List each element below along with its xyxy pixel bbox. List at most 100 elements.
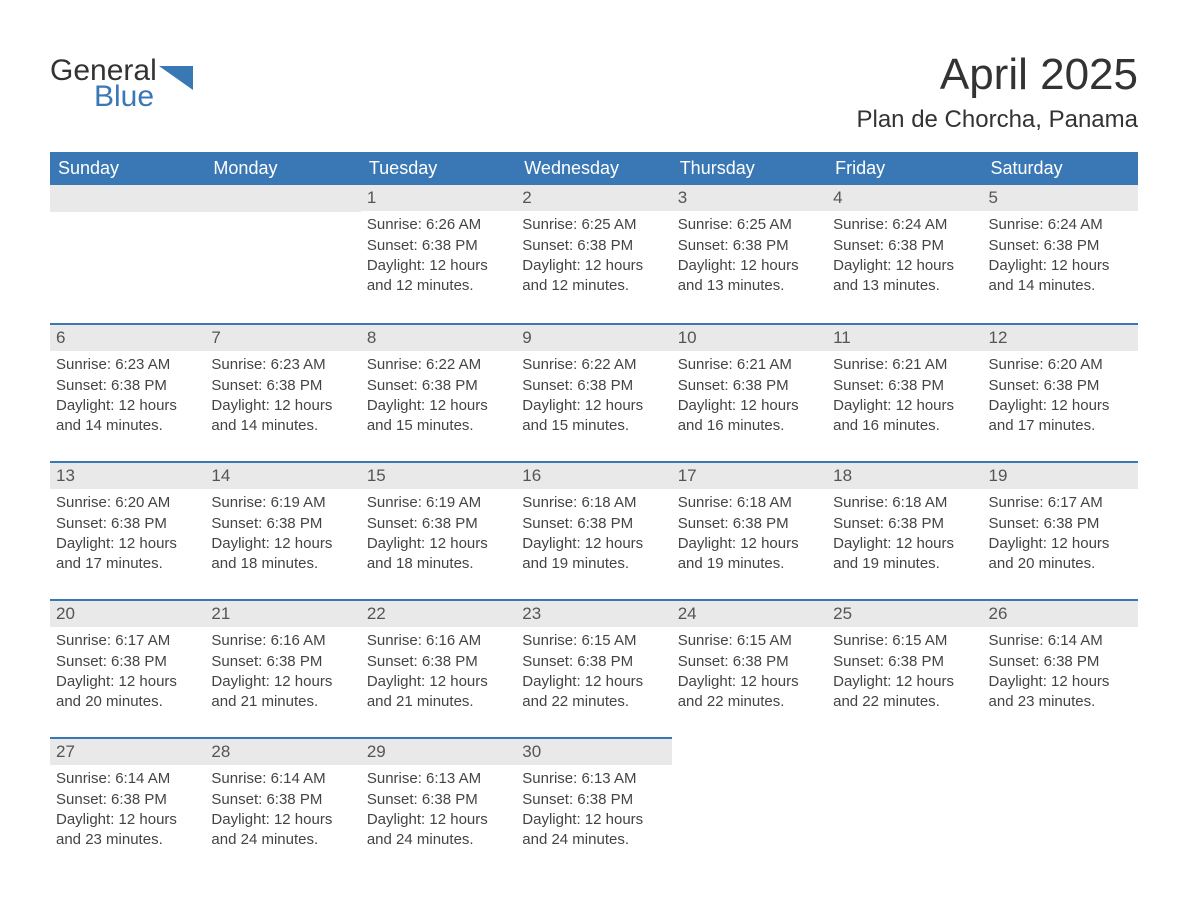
brand-text-blue: Blue (94, 82, 157, 112)
day-number (827, 737, 982, 764)
calendar-cell (50, 185, 205, 323)
day-number: 20 (50, 599, 205, 627)
day-number: 14 (205, 461, 360, 489)
calendar-week-row: 27Sunrise: 6:14 AMSunset: 6:38 PMDayligh… (50, 737, 1138, 875)
calendar-week-row: 13Sunrise: 6:20 AMSunset: 6:38 PMDayligh… (50, 461, 1138, 599)
day-number: 21 (205, 599, 360, 627)
col-header-tuesday: Tuesday (361, 152, 516, 185)
day-sunrise: Sunrise: 6:22 AM (367, 355, 510, 375)
day-number: 25 (827, 599, 982, 627)
calendar-cell (672, 737, 827, 875)
day-sunset: Sunset: 6:38 PM (367, 376, 510, 396)
day-number: 10 (672, 323, 827, 351)
day-number: 18 (827, 461, 982, 489)
day-daylight2: and 17 minutes. (989, 416, 1132, 436)
day-sunrise: Sunrise: 6:21 AM (678, 355, 821, 375)
day-daylight1: Daylight: 12 hours (678, 672, 821, 692)
day-sunrise: Sunrise: 6:23 AM (211, 355, 354, 375)
calendar-cell: 26Sunrise: 6:14 AMSunset: 6:38 PMDayligh… (983, 599, 1138, 737)
calendar-cell: 7Sunrise: 6:23 AMSunset: 6:38 PMDaylight… (205, 323, 360, 461)
day-number: 24 (672, 599, 827, 627)
day-number: 15 (361, 461, 516, 489)
day-sunrise: Sunrise: 6:16 AM (211, 631, 354, 651)
col-header-saturday: Saturday (983, 152, 1138, 185)
calendar-cell: 23Sunrise: 6:15 AMSunset: 6:38 PMDayligh… (516, 599, 671, 737)
day-sunrise: Sunrise: 6:15 AM (833, 631, 976, 651)
day-content: Sunrise: 6:18 AMSunset: 6:38 PMDaylight:… (516, 489, 671, 578)
day-sunset: Sunset: 6:38 PM (989, 652, 1132, 672)
day-daylight1: Daylight: 12 hours (522, 534, 665, 554)
day-content: Sunrise: 6:20 AMSunset: 6:38 PMDaylight:… (983, 351, 1138, 440)
day-sunset: Sunset: 6:38 PM (522, 514, 665, 534)
calendar-cell: 12Sunrise: 6:20 AMSunset: 6:38 PMDayligh… (983, 323, 1138, 461)
day-sunset: Sunset: 6:38 PM (211, 652, 354, 672)
day-daylight2: and 19 minutes. (522, 554, 665, 574)
day-content: Sunrise: 6:17 AMSunset: 6:38 PMDaylight:… (50, 627, 205, 716)
day-daylight1: Daylight: 12 hours (56, 534, 199, 554)
day-sunset: Sunset: 6:38 PM (989, 236, 1132, 256)
day-number (205, 185, 360, 212)
day-number: 23 (516, 599, 671, 627)
day-daylight1: Daylight: 12 hours (211, 672, 354, 692)
calendar-cell: 27Sunrise: 6:14 AMSunset: 6:38 PMDayligh… (50, 737, 205, 875)
day-sunset: Sunset: 6:38 PM (56, 652, 199, 672)
day-daylight2: and 16 minutes. (833, 416, 976, 436)
calendar-cell: 16Sunrise: 6:18 AMSunset: 6:38 PMDayligh… (516, 461, 671, 599)
day-number: 30 (516, 737, 671, 765)
day-sunset: Sunset: 6:38 PM (678, 376, 821, 396)
day-content: Sunrise: 6:14 AMSunset: 6:38 PMDaylight:… (205, 765, 360, 854)
day-sunrise: Sunrise: 6:15 AM (522, 631, 665, 651)
day-daylight1: Daylight: 12 hours (833, 256, 976, 276)
day-number: 6 (50, 323, 205, 351)
day-sunrise: Sunrise: 6:14 AM (211, 769, 354, 789)
day-daylight1: Daylight: 12 hours (678, 396, 821, 416)
day-content: Sunrise: 6:25 AMSunset: 6:38 PMDaylight:… (516, 211, 671, 300)
day-sunset: Sunset: 6:38 PM (989, 514, 1132, 534)
day-sunset: Sunset: 6:38 PM (833, 236, 976, 256)
day-content: Sunrise: 6:19 AMSunset: 6:38 PMDaylight:… (361, 489, 516, 578)
calendar-cell (205, 185, 360, 323)
day-sunrise: Sunrise: 6:19 AM (211, 493, 354, 513)
day-daylight2: and 13 minutes. (678, 276, 821, 296)
day-content: Sunrise: 6:15 AMSunset: 6:38 PMDaylight:… (827, 627, 982, 716)
day-daylight2: and 12 minutes. (367, 276, 510, 296)
day-number: 29 (361, 737, 516, 765)
day-sunset: Sunset: 6:38 PM (211, 376, 354, 396)
day-daylight1: Daylight: 12 hours (211, 810, 354, 830)
day-content: Sunrise: 6:18 AMSunset: 6:38 PMDaylight:… (672, 489, 827, 578)
day-sunrise: Sunrise: 6:20 AM (989, 355, 1132, 375)
day-daylight1: Daylight: 12 hours (522, 396, 665, 416)
day-sunset: Sunset: 6:38 PM (367, 652, 510, 672)
day-content: Sunrise: 6:20 AMSunset: 6:38 PMDaylight:… (50, 489, 205, 578)
day-sunrise: Sunrise: 6:18 AM (522, 493, 665, 513)
month-title: April 2025 (856, 50, 1138, 100)
day-sunrise: Sunrise: 6:14 AM (56, 769, 199, 789)
calendar-cell: 22Sunrise: 6:16 AMSunset: 6:38 PMDayligh… (361, 599, 516, 737)
day-sunset: Sunset: 6:38 PM (56, 376, 199, 396)
day-sunrise: Sunrise: 6:19 AM (367, 493, 510, 513)
day-number: 4 (827, 185, 982, 211)
day-sunset: Sunset: 6:38 PM (211, 790, 354, 810)
day-content: Sunrise: 6:23 AMSunset: 6:38 PMDaylight:… (205, 351, 360, 440)
day-content: Sunrise: 6:26 AMSunset: 6:38 PMDaylight:… (361, 211, 516, 300)
day-daylight2: and 19 minutes. (678, 554, 821, 574)
brand-triangle-icon (159, 66, 193, 90)
day-daylight1: Daylight: 12 hours (56, 810, 199, 830)
day-content: Sunrise: 6:24 AMSunset: 6:38 PMDaylight:… (827, 211, 982, 300)
calendar-cell: 2Sunrise: 6:25 AMSunset: 6:38 PMDaylight… (516, 185, 671, 323)
day-content: Sunrise: 6:16 AMSunset: 6:38 PMDaylight:… (205, 627, 360, 716)
calendar-week-row: 1Sunrise: 6:26 AMSunset: 6:38 PMDaylight… (50, 185, 1138, 323)
day-sunrise: Sunrise: 6:20 AM (56, 493, 199, 513)
brand-logo: General Blue (50, 50, 193, 112)
col-header-thursday: Thursday (672, 152, 827, 185)
day-number: 13 (50, 461, 205, 489)
day-sunrise: Sunrise: 6:15 AM (678, 631, 821, 651)
day-daylight1: Daylight: 12 hours (833, 396, 976, 416)
day-sunrise: Sunrise: 6:22 AM (522, 355, 665, 375)
day-content: Sunrise: 6:13 AMSunset: 6:38 PMDaylight:… (361, 765, 516, 854)
day-number: 7 (205, 323, 360, 351)
day-daylight2: and 21 minutes. (211, 692, 354, 712)
day-number: 3 (672, 185, 827, 211)
day-daylight2: and 22 minutes. (678, 692, 821, 712)
day-sunrise: Sunrise: 6:13 AM (367, 769, 510, 789)
